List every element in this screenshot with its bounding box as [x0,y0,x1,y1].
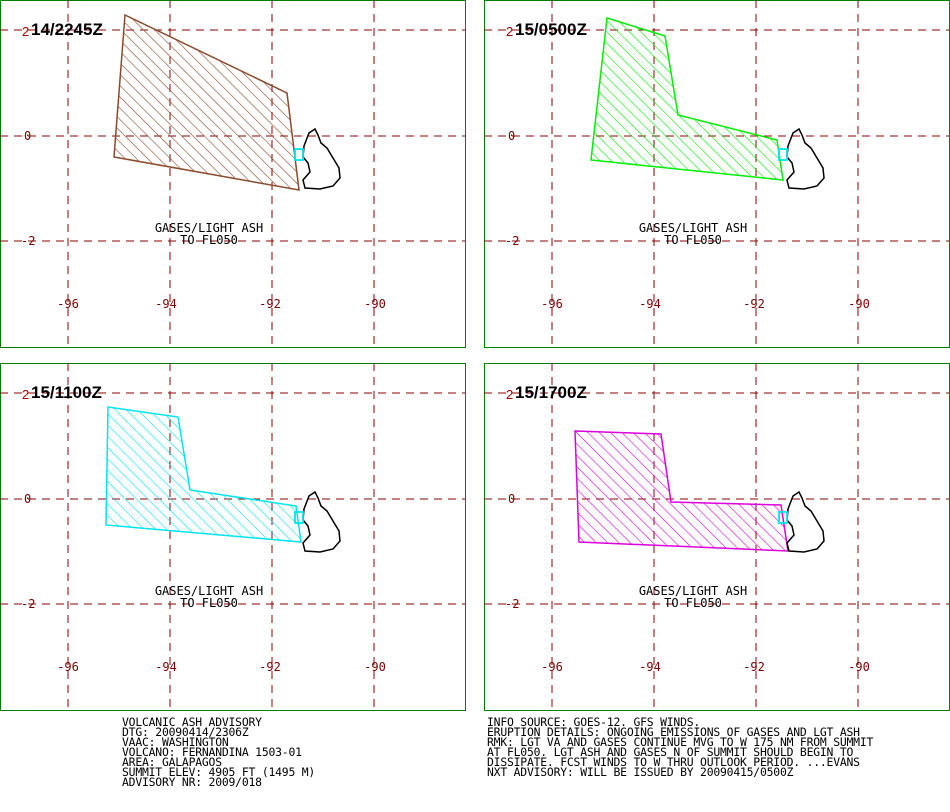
lon-tick-label: -90 [364,660,386,674]
lat-tick-label: 0 [508,492,515,506]
lon-tick-label: -96 [541,660,563,674]
map-panel-1: 2 14/2245Z 0 -2 -96 -94 -92 -90 GASES/LI… [0,0,466,348]
ash-label-line-1: GASES/LIGHT ASH [639,584,747,598]
ash-cloud-area [105,406,302,543]
panel-title: 14/2245Z [31,20,103,39]
ash-label-line-2: TO FL050 [664,596,722,610]
panel-frame [0,0,466,348]
lon-tick-label: -94 [639,297,661,311]
lon-tick-label: -92 [259,297,281,311]
panel-title: 15/1700Z [515,383,587,402]
advisory-number: ADVISORY NR: 2009/018 [122,775,262,789]
lat-tick-label: -2 [505,234,519,248]
advisory-header-block: VOLCANIC ASH ADVISORY DTG: 20090414/2306Z… [122,715,316,789]
lat-tick-label: -2 [21,234,35,248]
advisory-vaac: VAAC: WASHINGTON [122,735,229,749]
ash-label-line-2: TO FL050 [664,233,722,247]
map-panel-4: 2 15/1700Z 0 -2 -96 -94 -92 -90 GASES/LI… [484,363,950,711]
ash-cloud-area [113,13,300,191]
galapagos-land [786,127,825,190]
ash-cloud-area [574,430,789,552]
ash-label-line-1: GASES/LIGHT ASH [155,584,263,598]
map-panel-3: 2 15/1100Z 0 -2 -96 -94 -92 -90 GASES/LI… [0,363,466,711]
lat-tick-label: 0 [508,129,515,143]
lon-tick-label: -90 [848,660,870,674]
remarks-line: RMK: LGT VA AND GASES CONTINUE MVG TO W … [487,735,874,749]
panel-title-superscript: 2 [506,24,513,39]
lon-tick-label: -94 [639,660,661,674]
advisory-title: VOLCANIC ASH ADVISORY [122,715,262,729]
eruption-details: ERUPTION DETAILS: ONGOING EMISSIONS OF G… [487,725,860,739]
panel-title-superscript: 2 [506,387,513,402]
lon-tick-label: -92 [259,660,281,674]
fernandina-volcano-marker [778,148,788,161]
remarks-line: AT FL050. LGT ASH AND GASES N OF SUMMIT … [487,745,854,759]
panel-frame [0,363,466,711]
panel-title: 15/0500Z [515,20,587,39]
lon-tick-label: -90 [848,297,870,311]
lon-tick-label: -90 [364,297,386,311]
panel-frame [484,0,950,348]
advisory-details-block: INFO SOURCE: GOES-12. GFS WINDS. ERUPTION… [487,715,874,779]
ash-label-line-1: GASES/LIGHT ASH [639,221,747,235]
fernandina-volcano-marker [778,511,788,524]
lon-tick-label: -94 [155,660,177,674]
lon-tick-label: -92 [743,297,765,311]
panel-title-superscript: 2 [22,387,29,402]
advisory-summit-elev: SUMMIT ELEV: 4905 FT (1495 M) [122,765,316,779]
ash-label-line-2: TO FL050 [180,596,238,610]
ash-cloud-area [590,17,784,181]
lon-tick-label: -96 [541,297,563,311]
info-source: INFO SOURCE: GOES-12. GFS WINDS. [487,715,701,729]
advisory-area: AREA: GALAPAGOS [122,755,222,769]
lon-tick-label: -92 [743,660,765,674]
galapagos-land [302,490,341,553]
lat-tick-label: 0 [24,492,31,506]
galapagos-land [786,490,825,553]
lat-lon-grid [0,363,465,710]
fernandina-volcano-marker [294,148,304,161]
lat-tick-label: -2 [21,597,35,611]
lat-tick-label: -2 [505,597,519,611]
advisory-dtg: DTG: 20090414/2306Z [122,725,249,739]
panel-title: 15/1100Z [31,383,102,402]
advisory-volcano: VOLCANO: FERNANDINA 1503-01 [122,745,302,759]
fernandina-volcano-marker [294,511,304,524]
lon-tick-label: -96 [57,297,79,311]
ash-label-line-2: TO FL050 [180,233,238,247]
panel-title-superscript: 2 [22,24,29,39]
lon-tick-label: -94 [155,297,177,311]
lat-tick-label: 0 [24,129,31,143]
next-advisory: NXT ADVISORY: WILL BE ISSUED BY 20090415… [487,765,794,779]
galapagos-land [302,127,341,190]
lon-tick-label: -96 [57,660,79,674]
remarks-line: DISSIPATE. FCST WINDS TO W THRU OUTLOOK … [487,755,860,769]
ash-label-line-1: GASES/LIGHT ASH [155,221,263,235]
map-panel-2: 2 15/0500Z 0 -2 -96 -94 -92 -90 GASES/LI… [484,0,950,348]
